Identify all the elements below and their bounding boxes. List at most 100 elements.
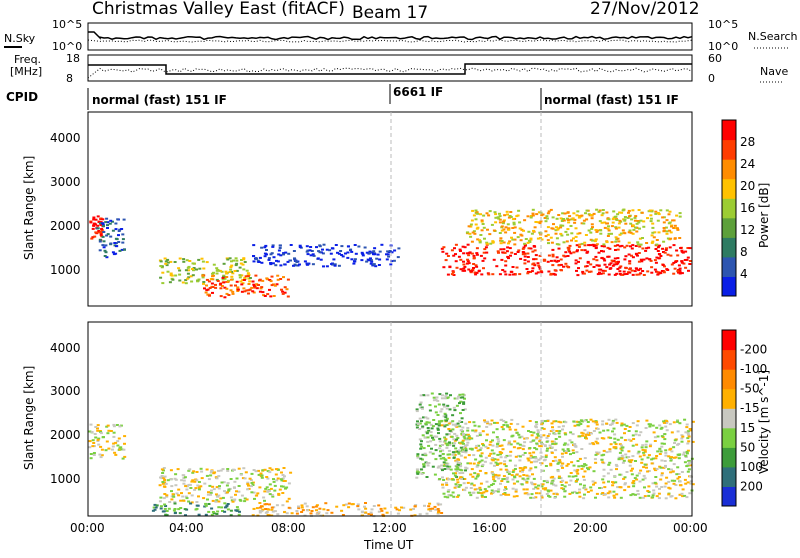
data-cell <box>328 249 332 252</box>
data-cell <box>623 482 627 485</box>
data-cell <box>105 440 109 443</box>
data-cell <box>454 483 458 486</box>
data-cell <box>507 227 511 230</box>
data-cell <box>577 260 580 263</box>
data-cell <box>499 468 503 471</box>
data-cell <box>166 270 170 273</box>
data-cell <box>243 277 247 279</box>
data-cell <box>526 270 530 273</box>
data-cell <box>518 273 522 276</box>
data-cell <box>208 287 212 289</box>
data-cell <box>486 228 489 231</box>
colorbar-tick-label: 15 <box>740 421 755 435</box>
data-cell <box>326 509 330 512</box>
data-cell <box>498 445 502 447</box>
data-cell <box>207 503 211 505</box>
data-cell <box>523 492 527 495</box>
data-cell <box>490 484 494 486</box>
data-cell <box>653 481 657 484</box>
data-cell <box>569 252 573 255</box>
data-cell <box>523 478 527 481</box>
data-cell <box>464 469 467 472</box>
data-cell <box>347 245 350 248</box>
data-cell <box>106 424 110 427</box>
data-cell <box>642 220 646 223</box>
data-cell <box>425 476 429 478</box>
data-cell <box>99 223 103 226</box>
data-cell <box>573 443 577 446</box>
data-cell <box>231 292 235 295</box>
data-cell <box>235 477 239 480</box>
data-cell <box>641 270 645 272</box>
data-cell <box>594 461 598 464</box>
data-cell <box>240 274 244 277</box>
data-cell <box>541 487 545 490</box>
data-cell <box>190 501 194 504</box>
data-cell <box>531 250 535 253</box>
data-cell <box>270 506 274 509</box>
data-cell <box>211 278 215 281</box>
data-cell <box>485 212 489 215</box>
data-cell <box>211 291 214 294</box>
data-cell <box>688 492 692 495</box>
data-cell <box>475 465 479 468</box>
data-cell <box>490 489 494 492</box>
data-cell <box>632 485 636 488</box>
data-cell <box>603 486 607 489</box>
data-cell <box>555 243 559 246</box>
date-label: 27/Nov/2012 <box>590 0 700 19</box>
data-cell <box>574 235 578 238</box>
data-cell <box>662 466 666 469</box>
data-cell <box>472 454 476 457</box>
data-cell <box>493 464 496 467</box>
data-cell <box>536 262 540 265</box>
data-cell <box>197 481 201 483</box>
data-cell <box>472 263 476 265</box>
noise-panel: N.Sky 10^5 10^0 10^5 10^0 N.Search <box>4 18 798 53</box>
data-cell <box>440 397 444 400</box>
data-cell <box>163 503 167 506</box>
data-cell <box>120 248 124 251</box>
data-cell <box>516 214 520 217</box>
data-cell <box>536 434 540 437</box>
data-cell <box>418 403 422 406</box>
data-cell <box>642 474 646 477</box>
data-cell <box>380 243 384 246</box>
data-cell <box>442 461 446 464</box>
data-cell <box>594 440 598 443</box>
data-cell <box>239 262 243 265</box>
data-cell <box>94 223 98 226</box>
data-cell <box>92 452 96 454</box>
data-cell <box>631 493 635 496</box>
data-cell <box>582 478 586 481</box>
data-cell <box>555 256 559 259</box>
data-cell <box>500 480 504 482</box>
data-cell <box>667 213 671 216</box>
data-cell <box>92 224 96 227</box>
data-cell <box>557 247 561 250</box>
data-cell <box>538 231 542 234</box>
data-cell <box>523 242 527 245</box>
data-cell <box>529 216 533 219</box>
power-ytick-4000: 4000 <box>50 131 81 145</box>
data-cell <box>426 394 430 397</box>
data-cell <box>458 402 461 405</box>
data-cell <box>295 512 299 515</box>
data-cell <box>447 478 451 481</box>
data-cell <box>650 234 654 237</box>
data-cell <box>482 214 486 217</box>
data-cell <box>473 430 477 433</box>
data-cell <box>97 230 101 232</box>
data-cell <box>246 488 250 491</box>
data-cell <box>474 458 478 461</box>
data-cell <box>667 486 671 489</box>
data-cell <box>502 219 506 222</box>
noise-sky-series <box>88 31 693 41</box>
data-cell <box>230 270 233 273</box>
data-cell <box>513 468 517 470</box>
data-cell <box>649 259 653 262</box>
data-cell <box>526 457 530 460</box>
data-cell <box>552 492 556 495</box>
data-cell <box>611 484 615 487</box>
data-cell <box>263 503 267 506</box>
